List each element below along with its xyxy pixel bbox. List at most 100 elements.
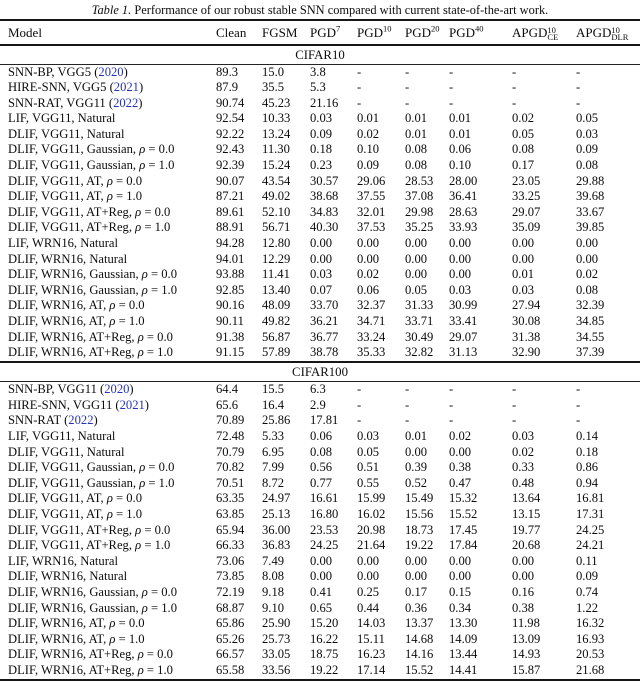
value-cell-pgd40: 0.03 bbox=[449, 282, 472, 297]
table-row: DLIF, WRN16, Natural 73.85 8.08 0.00 0.00 0.0… bbox=[8, 569, 632, 585]
value-cell-pgd40: 0.01 bbox=[449, 126, 472, 141]
rho-symbol: ρ bbox=[135, 204, 142, 219]
value-cell-pgd20: 28.53 bbox=[405, 173, 434, 188]
table-row: HIRE-SNN, VGG5 (2021) 87.9 35.5 5.3 - - - - - bbox=[8, 80, 632, 96]
value-cell-fgsm: 25.90 bbox=[262, 616, 291, 631]
value-cell-apgd10-dlr: 33.67 bbox=[576, 204, 605, 219]
value-cell-pgd7: 0.03 bbox=[310, 111, 333, 126]
rho-symbol: ρ bbox=[141, 267, 148, 282]
value-cell-pgd7: 21.16 bbox=[310, 95, 339, 110]
value-cell-clean: 65.58 bbox=[216, 662, 245, 677]
value-cell-pgd7: 36.77 bbox=[310, 329, 339, 344]
value-cell-clean: 73.06 bbox=[216, 553, 245, 568]
value-cell-clean: 70.51 bbox=[216, 475, 245, 490]
value-cell-clean: 63.85 bbox=[216, 507, 245, 522]
value-cell-apgd10-ce: 32.90 bbox=[512, 345, 541, 360]
model-cell: SNN-BP, VGG5 (2020) bbox=[8, 64, 128, 79]
value-cell-pgd20: 0.01 bbox=[405, 126, 428, 141]
rho-symbol: ρ bbox=[139, 142, 146, 157]
model-cell: DLIF, VGG11, AT, ρ = 1.0 bbox=[8, 189, 143, 204]
value-cell-pgd7: 0.08 bbox=[310, 444, 333, 459]
value-cell-fgsm: 36.83 bbox=[262, 538, 291, 553]
model-cell: DLIF, VGG11, AT+Reg, ρ = 0.0 bbox=[8, 522, 171, 537]
model-cell: DLIF, WRN16, AT+Reg, ρ = 0.0 bbox=[8, 647, 173, 662]
table-row: DLIF, WRN16, Gaussian, ρ = 0.0 72.19 9.18 0… bbox=[8, 585, 632, 601]
value-cell-pgd7: 15.20 bbox=[310, 616, 339, 631]
value-cell-apgd10-ce: - bbox=[512, 397, 517, 412]
citation-year-link[interactable]: 2020 bbox=[98, 64, 124, 79]
rho-symbol: ρ bbox=[139, 475, 146, 490]
table-row: DLIF, WRN16, AT+Reg, ρ = 1.0 65.58 33.56 19… bbox=[8, 663, 632, 679]
value-cell-pgd10: 0.02 bbox=[357, 267, 380, 282]
citation-year-link[interactable]: 2022 bbox=[68, 413, 94, 428]
value-cell-pgd20: 0.00 bbox=[405, 569, 428, 584]
citation-year-link[interactable]: 2021 bbox=[119, 397, 145, 412]
value-cell-pgd10: 0.00 bbox=[357, 251, 380, 266]
table-row: DLIF, WRN16, Gaussian, ρ = 1.0 92.85 13.40… bbox=[8, 283, 632, 299]
value-cell-pgd10: 0.01 bbox=[357, 111, 380, 126]
rho-symbol: ρ bbox=[139, 460, 146, 475]
table-row: DLIF, VGG11, Gaussian, ρ = 1.0 70.51 8.72 0… bbox=[8, 476, 632, 492]
value-cell-pgd10: 15.99 bbox=[357, 491, 386, 506]
value-cell-apgd10-ce: 0.16 bbox=[512, 585, 535, 599]
value-cell-clean: 65.86 bbox=[216, 616, 245, 631]
value-cell-apgd10-ce: 31.38 bbox=[512, 329, 541, 344]
citation-year-link[interactable]: 2022 bbox=[113, 95, 139, 110]
value-cell-apgd10-dlr: 24.25 bbox=[576, 522, 605, 537]
value-cell-pgd7: 30.57 bbox=[310, 173, 339, 188]
value-cell-pgd10: 0.10 bbox=[357, 142, 380, 157]
model-cell: DLIF, VGG11, Natural bbox=[8, 444, 125, 459]
value-cell-fgsm: 25.13 bbox=[262, 507, 291, 522]
value-cell-pgd40: 0.38 bbox=[449, 460, 472, 475]
value-cell-pgd40: - bbox=[449, 95, 454, 110]
value-cell-apgd10-dlr: 17.31 bbox=[576, 507, 605, 522]
superscript: 10 bbox=[383, 23, 392, 34]
value-cell-pgd40: 14.41 bbox=[449, 662, 478, 677]
model-cell: LIF, WRN16, Natural bbox=[8, 553, 118, 568]
value-cell-pgd40: 0.02 bbox=[449, 429, 472, 444]
value-cell-pgd40: 0.00 bbox=[449, 267, 472, 282]
value-cell-pgd40: 0.00 bbox=[449, 251, 472, 266]
model-cell: DLIF, VGG11, AT+Reg, ρ = 1.0 bbox=[8, 220, 171, 235]
value-cell-pgd20: 0.08 bbox=[405, 142, 428, 157]
model-cell: DLIF, WRN16, Gaussian, ρ = 0.0 bbox=[8, 267, 177, 282]
value-cell-clean: 66.33 bbox=[216, 538, 245, 553]
citation-year-link[interactable]: 2020 bbox=[104, 382, 130, 397]
section-title-cifar10: CIFAR10 bbox=[295, 47, 345, 62]
model-cell: DLIF, WRN16, Natural bbox=[8, 569, 128, 584]
model-cell: DLIF, WRN16, AT+Reg, ρ = 0.0 bbox=[8, 329, 173, 344]
value-cell-fgsm: 56.87 bbox=[262, 329, 291, 344]
value-cell-pgd10: 37.53 bbox=[357, 220, 386, 235]
value-cell-apgd10-dlr: 34.85 bbox=[576, 314, 605, 328]
value-cell-pgd7: 19.22 bbox=[310, 662, 339, 677]
value-cell-pgd20: 15.52 bbox=[405, 662, 434, 677]
table-row: DLIF, WRN16, AT+Reg, ρ = 1.0 91.15 57.89 38… bbox=[8, 345, 632, 361]
value-cell-pgd10: 0.25 bbox=[357, 585, 380, 599]
value-cell-pgd20: 32.82 bbox=[405, 345, 434, 360]
model-cell: DLIF, VGG11, Gaussian, ρ = 0.0 bbox=[8, 460, 175, 475]
value-cell-pgd7: 0.03 bbox=[310, 267, 333, 282]
value-cell-pgd20: 0.39 bbox=[405, 460, 428, 475]
col-header-apgd10-ce: APGD 10 CE bbox=[512, 24, 559, 42]
value-cell-clean: 92.85 bbox=[216, 282, 245, 297]
table-row: DLIF, VGG11, Natural 92.22 13.24 0.09 0.02 0.… bbox=[8, 127, 632, 143]
model-cell: LIF, VGG11, Natural bbox=[8, 111, 116, 126]
table-row: DLIF, VGG11, AT, ρ = 1.0 63.85 25.13 16.80 1… bbox=[8, 507, 632, 523]
value-cell-apgd10-ce: 0.00 bbox=[512, 553, 535, 568]
value-cell-pgd7: 0.41 bbox=[310, 585, 333, 599]
model-cell: DLIF, VGG11, Gaussian, ρ = 0.0 bbox=[8, 142, 175, 157]
value-cell-apgd10-ce: 0.02 bbox=[512, 444, 535, 459]
value-cell-pgd7: 0.23 bbox=[310, 158, 333, 173]
horizontal-rule-section-separator bbox=[0, 360, 640, 364]
value-cell-clean: 68.87 bbox=[216, 600, 245, 615]
value-cell-clean: 93.88 bbox=[216, 267, 245, 282]
value-cell-apgd10-dlr: - bbox=[576, 80, 581, 95]
value-cell-pgd20: 29.98 bbox=[405, 204, 434, 219]
rho-symbol: ρ bbox=[137, 329, 144, 344]
value-cell-pgd20: - bbox=[405, 413, 410, 428]
value-cell-clean: 65.94 bbox=[216, 522, 245, 537]
value-cell-pgd20: - bbox=[405, 397, 410, 412]
table-row: DLIF, VGG11, Gaussian, ρ = 1.0 92.39 15.24… bbox=[8, 158, 632, 174]
horizontal-rule-top bbox=[0, 19, 640, 21]
citation-year-link[interactable]: 2021 bbox=[113, 80, 139, 95]
